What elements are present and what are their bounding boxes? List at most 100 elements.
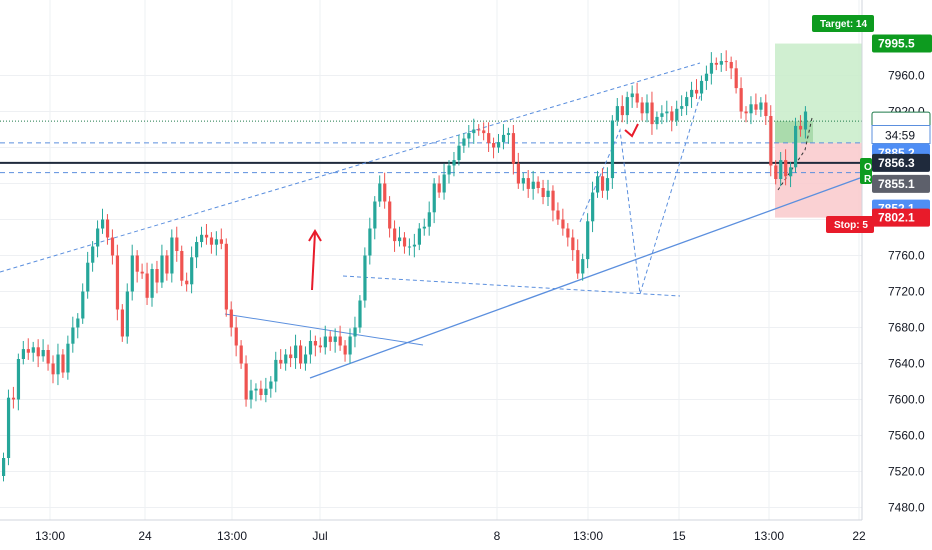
candle-body	[239, 345, 243, 364]
candle-body	[432, 183, 436, 213]
candle-body	[249, 390, 253, 400]
x-tick-label: 13:00	[754, 529, 784, 543]
candle-body	[774, 165, 778, 179]
candle-body	[551, 190, 555, 211]
candle-body	[229, 309, 233, 328]
candle-body	[398, 237, 402, 242]
target-label: Target: 14	[820, 19, 867, 30]
candle-body	[26, 349, 30, 353]
candle-body	[214, 239, 219, 245]
candle-body	[185, 280, 189, 285]
candle-body	[363, 255, 367, 301]
candle-body	[412, 244, 417, 247]
candle-body	[31, 347, 35, 353]
trend-support-line	[309, 177, 861, 379]
candle-body	[71, 327, 75, 344]
x-tick-label: Jul	[312, 529, 327, 543]
candle-body	[610, 120, 615, 179]
candle-body	[497, 142, 501, 148]
candle-body	[61, 354, 65, 373]
candle-body	[299, 345, 303, 364]
candle-body	[665, 111, 669, 114]
candle-body	[378, 183, 382, 202]
candle-body	[586, 221, 590, 260]
price-axis-bg	[862, 0, 932, 520]
candle-body	[289, 354, 293, 359]
candle-body	[170, 237, 174, 274]
candle-body	[328, 336, 332, 342]
x-tick-label: 15	[672, 529, 686, 543]
time-axis-bg	[0, 520, 932, 550]
candle-body	[180, 251, 184, 281]
arrow-down-marker	[624, 123, 639, 138]
tag-7855: 7855.1	[878, 177, 915, 191]
tag-7855-bg	[872, 174, 930, 193]
candle-body	[105, 219, 110, 238]
candle-body	[284, 354, 288, 364]
candle-body	[259, 388, 263, 395]
candle-body	[690, 89, 694, 98]
candle-body	[447, 165, 451, 175]
candle-body	[373, 201, 377, 229]
candle-body	[353, 327, 357, 337]
candle-body	[135, 255, 139, 272]
candle-body	[487, 133, 491, 143]
trend-upper-channel	[0, 62, 701, 273]
candle-body	[759, 102, 763, 110]
candle-body	[477, 129, 481, 131]
candle-body	[269, 381, 273, 389]
trend-line-lower	[224, 313, 424, 346]
candle-body	[670, 111, 674, 121]
candle-body	[784, 160, 788, 177]
candle-body	[338, 336, 342, 346]
candle-body	[190, 257, 194, 285]
candle-body	[91, 246, 95, 263]
candle-body	[704, 73, 709, 81]
candle-body	[714, 62, 718, 65]
candle-body	[754, 104, 758, 110]
candle-body	[546, 190, 550, 197]
candle-body	[96, 228, 100, 247]
candle-body	[313, 341, 318, 346]
candle-body	[264, 388, 268, 395]
candle-body	[254, 388, 258, 391]
candle-body	[110, 237, 115, 256]
candle-body	[685, 97, 689, 107]
arrow-up-marker	[308, 229, 322, 242]
candle-body	[417, 228, 421, 245]
candle-body	[56, 354, 60, 375]
candle-body	[333, 336, 337, 342]
candle-body	[566, 228, 570, 238]
candle-body	[11, 397, 16, 400]
candle-body	[660, 113, 664, 117]
candle-body	[576, 250, 580, 274]
position-box-label-top: O	[864, 162, 872, 173]
candle-body	[209, 237, 214, 245]
candle-body	[274, 359, 278, 382]
candle-body	[422, 226, 426, 229]
candle-body	[620, 106, 624, 116]
candle-body	[739, 88, 743, 112]
candle-body	[680, 106, 684, 109]
candle-body	[160, 255, 164, 283]
candle-body	[41, 350, 45, 357]
candle-body	[630, 93, 634, 98]
candle-body	[729, 62, 733, 69]
candle-body	[769, 116, 773, 166]
candle-body	[204, 234, 209, 238]
y-tick-label: 7600.0	[888, 393, 925, 407]
target-price-tag-bg	[872, 34, 932, 53]
target-price-tag: 7995.5	[878, 37, 915, 51]
candle-body	[640, 102, 644, 114]
candle-body	[16, 359, 21, 400]
candle-body	[2, 458, 6, 476]
candle-body	[407, 246, 412, 248]
candle-body	[308, 341, 313, 355]
candle-body	[150, 269, 154, 298]
candle-body	[234, 327, 238, 346]
candle-body	[145, 273, 149, 298]
y-tick-label: 7760.0	[888, 249, 925, 263]
candle-body	[175, 237, 179, 251]
candle-body	[798, 125, 803, 130]
